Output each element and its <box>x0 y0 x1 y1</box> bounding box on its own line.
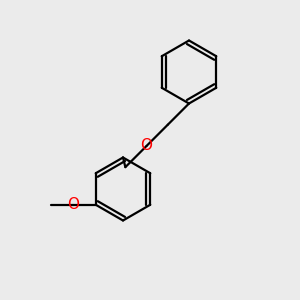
Text: O: O <box>141 138 153 153</box>
Text: O: O <box>67 197 79 212</box>
